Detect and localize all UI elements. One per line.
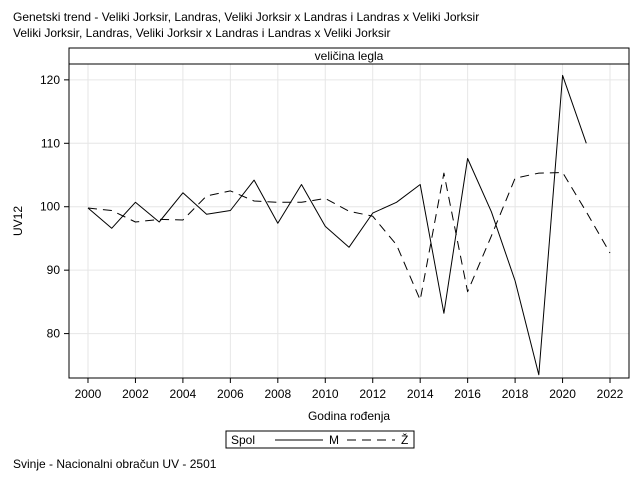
y-tick-label: 90 [47,263,61,277]
x-tick-label: 2002 [122,387,149,401]
x-tick-label: 2016 [454,387,481,401]
y-tick-label: 110 [41,136,60,150]
legend-entry-m: M [329,433,339,447]
grid-lines [69,64,629,378]
y-tick-label: 80 [47,327,61,341]
x-tick-label: 2022 [597,387,624,401]
x-tick-label: 2018 [502,387,529,401]
legend-entry-z: Ž [401,432,408,447]
legend: Spol M Ž [225,430,415,449]
x-axis-label: Godina rođenja [308,409,390,423]
x-tick-label: 2020 [549,387,576,401]
data-series [87,74,611,376]
x-tick-label: 2012 [359,387,386,401]
x-tick-label: 2010 [312,387,339,401]
legend-title: Spol [231,433,255,447]
chart-title-line-1: Genetski trend - Veliki Jorksir, Landras… [13,10,480,24]
x-tick-label: 2006 [217,387,244,401]
series-line-m [87,74,587,376]
y-tick-label: 100 [40,200,60,214]
x-tick-label: 2008 [264,387,291,401]
footnote: Svinje - Nacionalni obračun UV - 2501 [13,457,217,471]
panel-label: veličina legla [315,49,384,63]
x-tick-label: 2000 [75,387,102,401]
y-axis-label: UV12 [11,206,25,236]
x-tick-label: 2014 [407,387,434,401]
chart-title-line-2: Veliki Jorksir, Landras, Veliki Jorksir … [13,26,391,40]
axes: 2000 2002 2004 2006 2008 2010 2012 2014 2016 2018… [40,73,624,401]
x-tick-label: 2004 [170,387,197,401]
series-line-z [87,172,611,301]
y-tick-label: 120 [40,73,60,87]
plot-frame [68,63,630,379]
